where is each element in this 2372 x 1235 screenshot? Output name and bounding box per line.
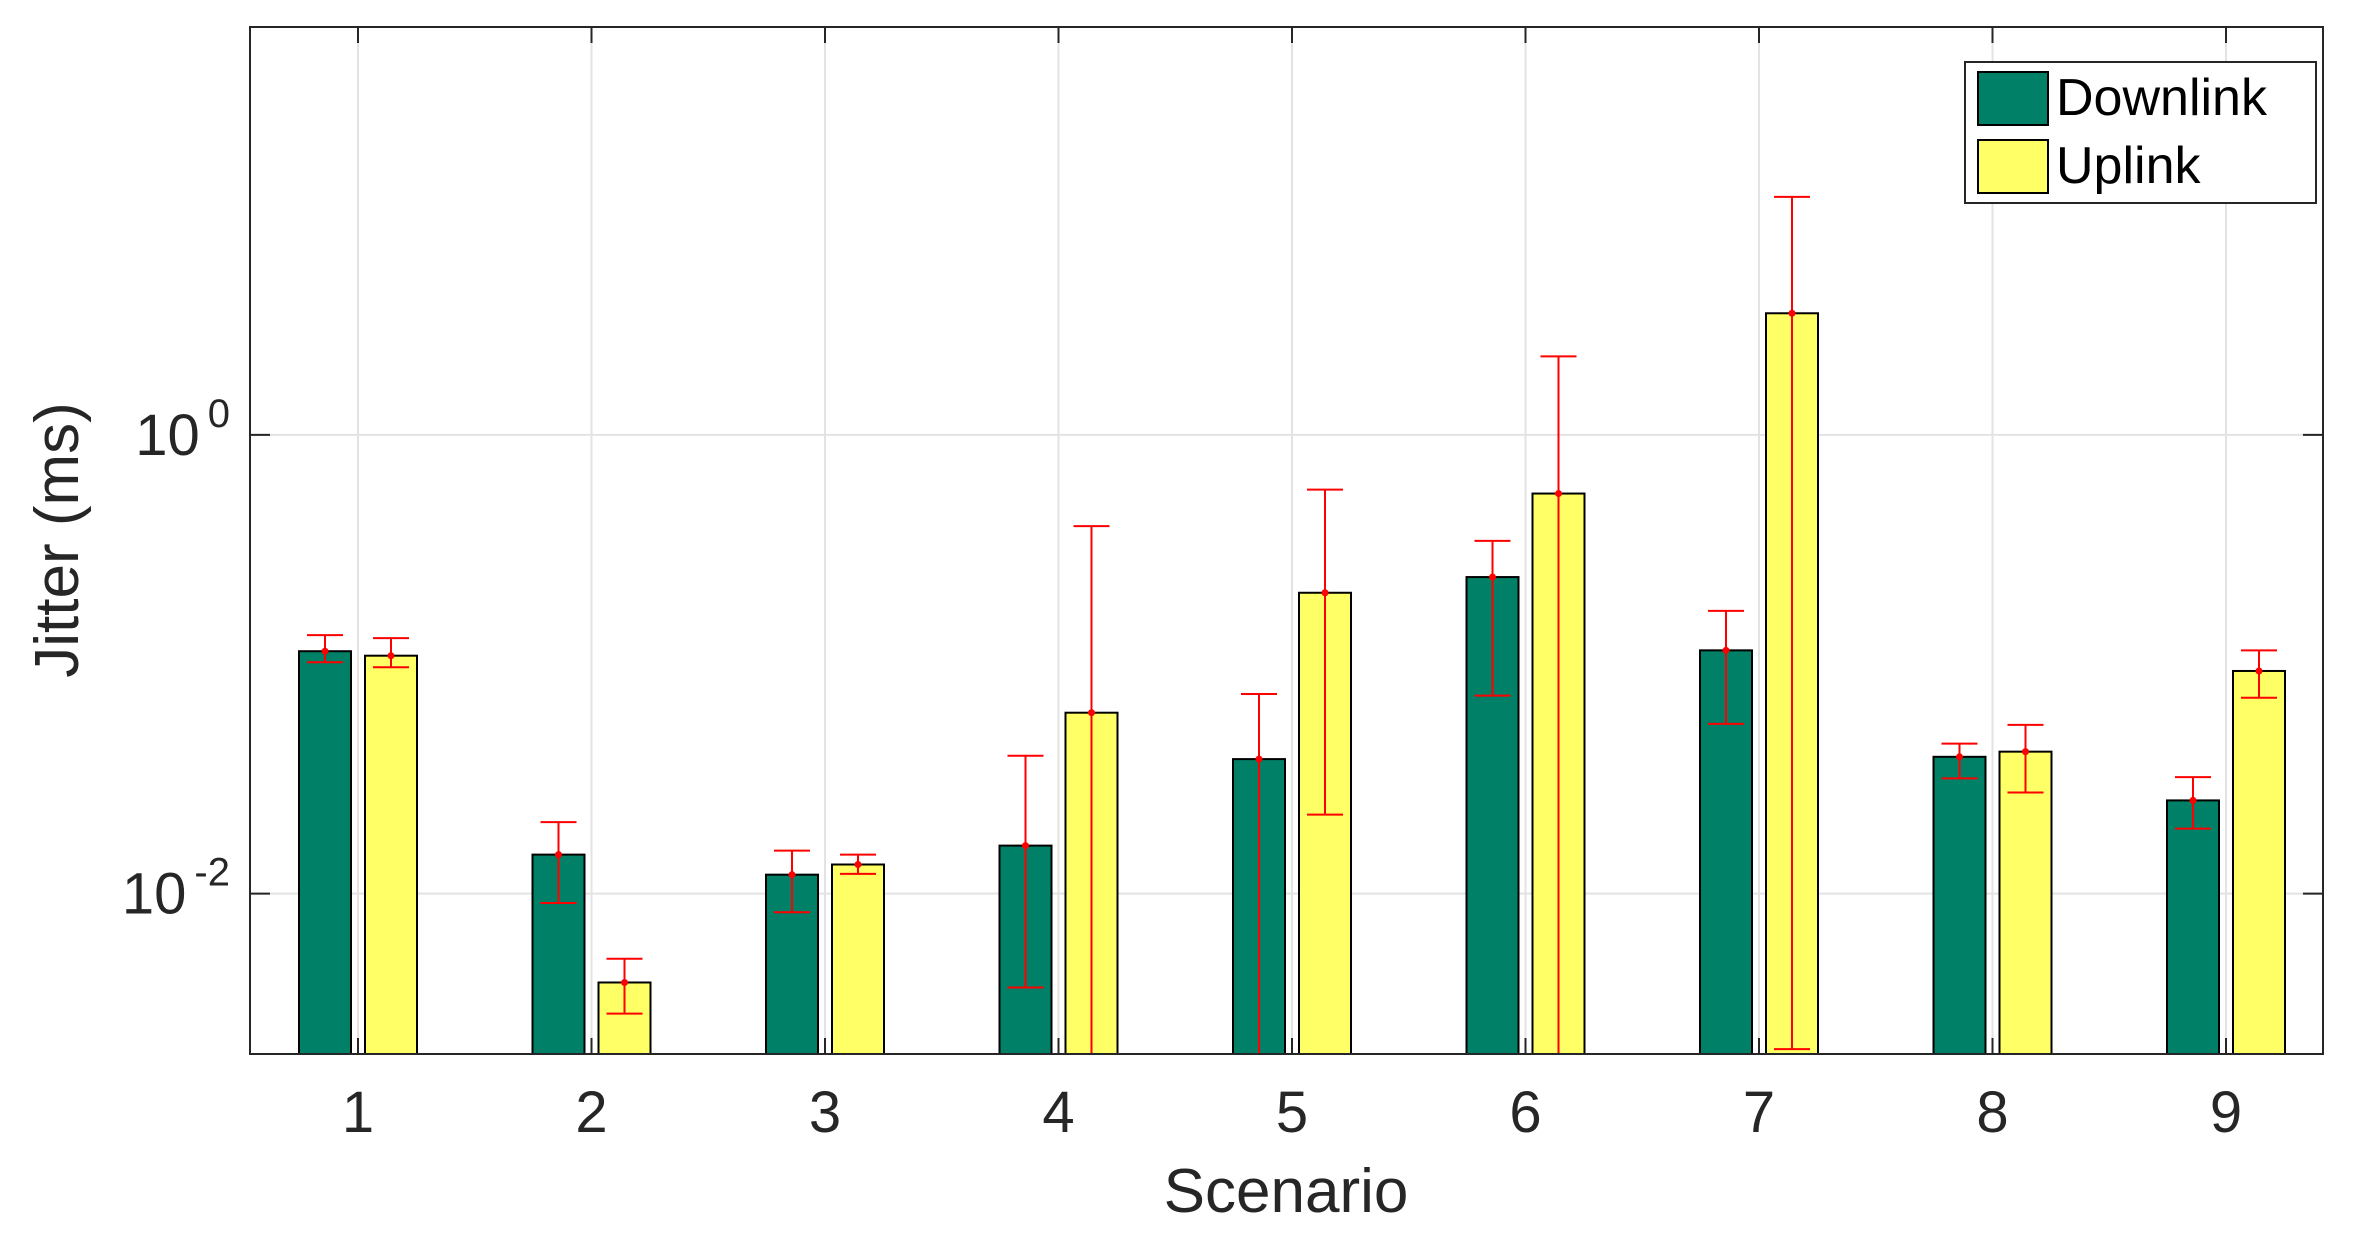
error-bar-marker — [387, 652, 395, 660]
error-bar-marker — [1788, 309, 1796, 317]
x-tick-label: 7 — [1743, 1080, 1775, 1145]
error-bar-marker — [1022, 842, 1029, 850]
x-tick-labels: 1 2 3 4 5 6 7 8 9 — [342, 1080, 2242, 1145]
bar-downlink — [298, 650, 352, 1055]
legend-swatch-uplink — [1977, 139, 2049, 194]
bar-downlink — [1932, 755, 1987, 1055]
x-tick-label: 5 — [1276, 1080, 1308, 1145]
bar-uplink — [831, 863, 885, 1055]
legend-label-uplink: Uplink — [2056, 137, 2201, 195]
legend-label-downlink: Downlink — [2056, 69, 2268, 127]
plot-frame — [249, 26, 2324, 1055]
error-bar-marker — [621, 978, 628, 986]
y-tick-label: 10 -2 — [122, 851, 230, 927]
grid-lines — [250, 27, 2323, 1054]
bar-downlink — [2166, 799, 2220, 1055]
error-bar-marker — [1489, 573, 1496, 581]
error-bar-marker — [1321, 589, 1329, 597]
legend-swatch-downlink — [1977, 71, 2049, 126]
error-bar-marker — [321, 647, 329, 655]
error-bar-marker — [1722, 646, 1730, 654]
error-bar-marker — [1088, 709, 1095, 717]
x-tick-label: 9 — [2210, 1080, 2242, 1145]
error-bar-marker — [1956, 753, 1963, 761]
x-tick-label: 3 — [809, 1080, 841, 1145]
error-bar-marker — [1555, 490, 1562, 498]
bar-downlink — [531, 853, 586, 1056]
error-bar-marker — [854, 861, 862, 869]
y-axis-title: Jitter (ms) — [23, 402, 92, 678]
x-tick-label: 1 — [342, 1080, 374, 1145]
bar-uplink — [2232, 669, 2286, 1056]
error-bar-marker — [1255, 755, 1263, 763]
axis-ticks — [250, 27, 2323, 1054]
error-bar-marker — [555, 851, 562, 859]
y-tick-label: 10 0 — [135, 392, 230, 468]
x-tick-label: 4 — [1042, 1080, 1074, 1145]
error-bar-marker — [2022, 748, 2029, 756]
x-axis-title: Scenario — [1164, 1157, 1409, 1226]
error-bars — [307, 195, 2277, 1055]
error-bar-marker — [788, 871, 796, 879]
bar-uplink — [1998, 750, 2053, 1056]
bar-uplink — [364, 654, 418, 1055]
x-tick-label: 8 — [1976, 1080, 2008, 1145]
x-tick-label: 2 — [575, 1080, 607, 1145]
error-bar-marker — [2255, 667, 2263, 675]
error-bar-marker — [2189, 796, 2197, 804]
legend: Downlink Uplink — [1964, 61, 2317, 204]
x-tick-label: 6 — [1509, 1080, 1541, 1145]
